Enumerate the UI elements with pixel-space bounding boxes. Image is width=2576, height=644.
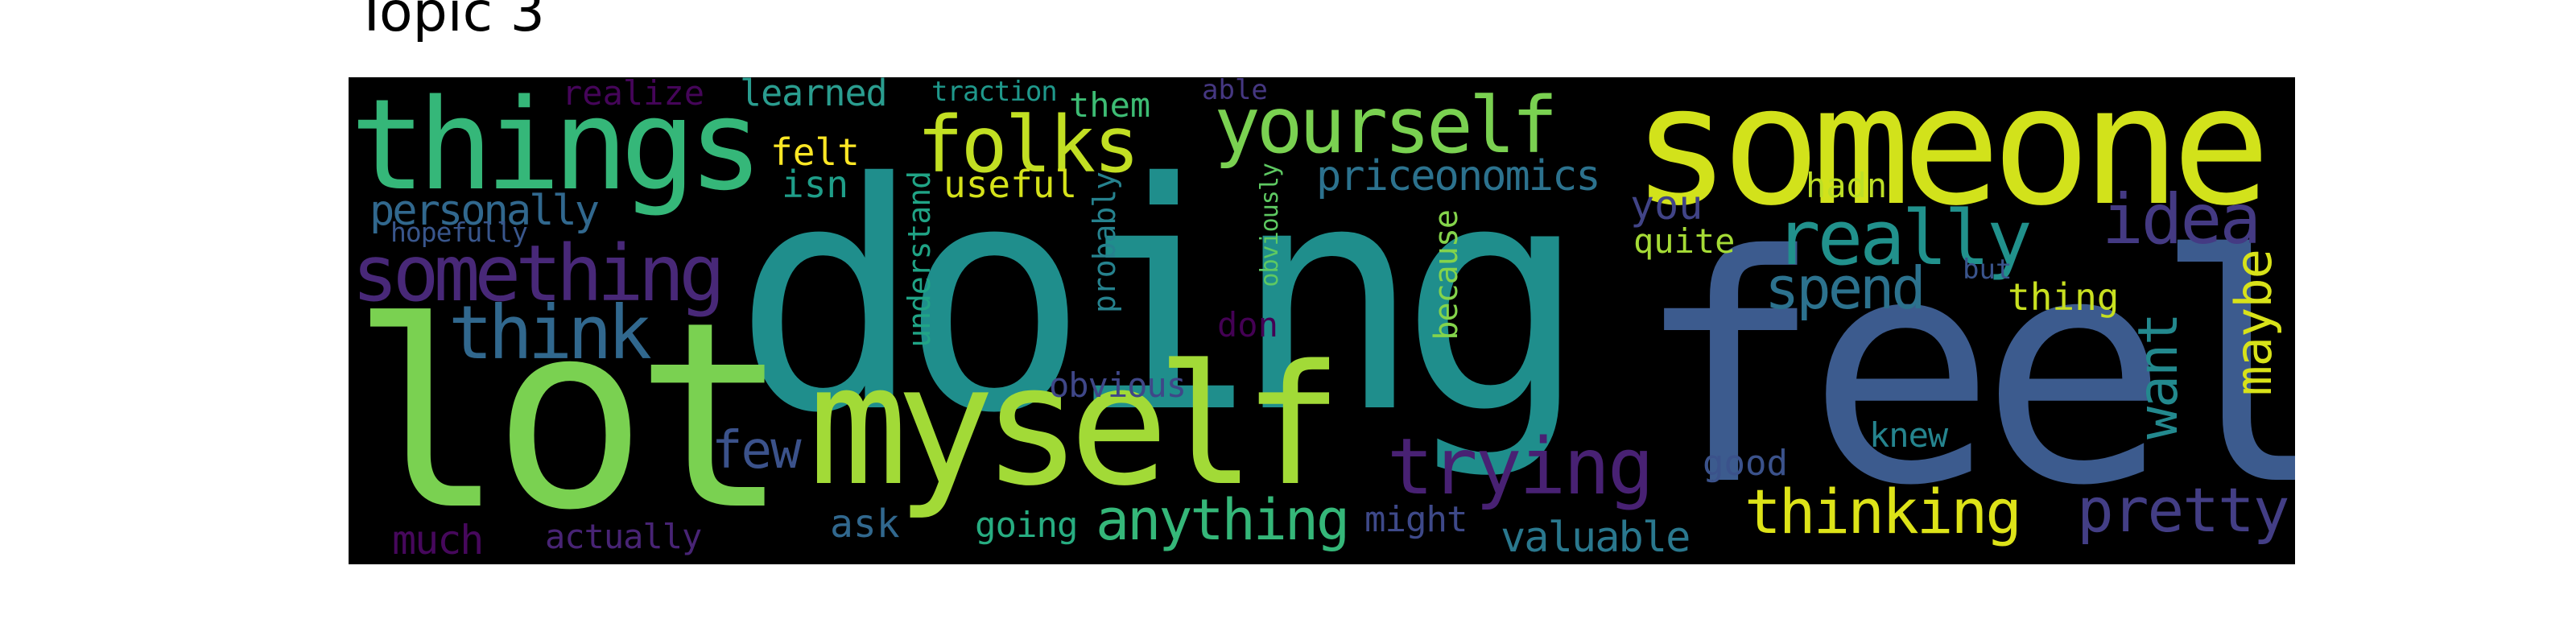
word-knew: knew	[1869, 415, 1948, 455]
word-good: good	[1703, 443, 1788, 484]
word-ask: ask	[830, 502, 900, 547]
word-lot: lot	[350, 267, 790, 564]
word-quite: quite	[1633, 221, 1736, 261]
word-want: want	[2127, 314, 2190, 440]
word-something: something	[352, 229, 725, 319]
word-valuable: valuable	[1501, 514, 1690, 562]
word-probably: probably	[1087, 172, 1122, 314]
word-but: but	[1963, 254, 2013, 286]
word-really: really	[1775, 195, 2033, 283]
word-someone: someone	[1632, 77, 2271, 242]
word-myself: myself	[808, 329, 1343, 522]
word-yourself: yourself	[1214, 80, 1558, 171]
word-realize: realize	[562, 77, 705, 113]
word-pretty: pretty	[2077, 474, 2290, 546]
word-able: able	[1202, 77, 1268, 106]
word-them: them	[1069, 85, 1151, 125]
word-thinking: thinking	[1744, 476, 2022, 547]
word-because: because	[1428, 210, 1465, 341]
word-understand: understand	[902, 171, 937, 348]
word-hopefully: hopefully	[390, 217, 528, 248]
word-useful: useful	[943, 163, 1078, 206]
word-you: you	[1630, 182, 1703, 229]
word-much: much	[392, 517, 484, 564]
word-folks: folks	[917, 100, 1140, 190]
word-few: few	[712, 421, 802, 481]
word-thing: thing	[2008, 275, 2120, 319]
word-spend: spend	[1765, 254, 1926, 322]
word-traction: traction	[931, 77, 1058, 108]
word-learned: learned	[740, 77, 888, 114]
word-doing: doing	[733, 116, 1588, 481]
word-felt: felt	[770, 130, 860, 174]
word-obviously: obviously	[1256, 163, 1284, 287]
topic-title: Topic 3	[355, 0, 545, 44]
word-personally: personally	[369, 187, 600, 235]
word-obvious: obvious	[1049, 365, 1187, 405]
word-trying: trying	[1387, 422, 1654, 512]
word-anything: anything	[1096, 487, 1350, 553]
word-idea: idea	[2102, 180, 2261, 260]
word-hadn: hadn	[1806, 166, 1888, 205]
word-cloud: doing feel lot someone myself things you…	[349, 77, 2295, 564]
word-don: don	[1217, 305, 1278, 345]
word-think: think	[448, 290, 652, 376]
word-feel: feel	[1634, 188, 2295, 554]
word-isn: isn	[782, 163, 849, 206]
word-going: going	[975, 505, 1078, 546]
word-things: things	[350, 77, 764, 218]
word-maybe: maybe	[2224, 250, 2283, 396]
word-priceonomics: priceonomics	[1316, 152, 1601, 200]
word-actually: actually	[545, 517, 702, 556]
word-might: might	[1364, 499, 1468, 540]
